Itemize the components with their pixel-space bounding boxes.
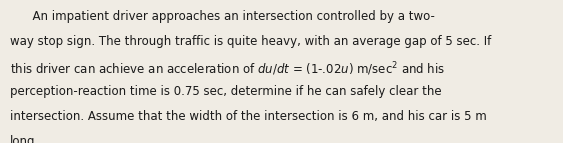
Text: intersection. Assume that the width of the intersection is 6 m, and his car is 5: intersection. Assume that the width of t… [10, 110, 487, 123]
Text: long.: long. [10, 135, 39, 143]
Text: way stop sign. The through traffic is quite heavy, with an average gap of 5 sec.: way stop sign. The through traffic is qu… [10, 35, 491, 48]
Text: this driver can achieve an acceleration of $\mathit{du/dt}$ = $\mathit{(1\text{-: this driver can achieve an acceleration … [10, 60, 445, 78]
Text: An impatient driver approaches an intersection controlled by a two-: An impatient driver approaches an inters… [10, 10, 435, 23]
Text: perception-reaction time is 0.75 sec, determine if he can safely clear the: perception-reaction time is 0.75 sec, de… [10, 85, 442, 98]
